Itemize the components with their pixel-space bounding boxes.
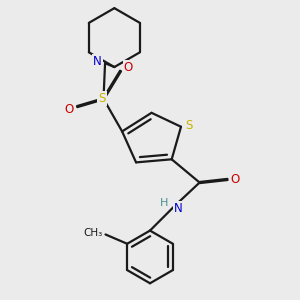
Text: H: H: [160, 198, 168, 208]
Text: S: S: [185, 119, 192, 132]
Text: N: N: [93, 55, 102, 68]
Text: O: O: [231, 173, 240, 186]
Text: CH₃: CH₃: [84, 228, 103, 238]
Text: O: O: [124, 61, 133, 74]
Text: O: O: [65, 103, 74, 116]
Text: S: S: [98, 92, 106, 105]
Text: N: N: [173, 202, 182, 215]
